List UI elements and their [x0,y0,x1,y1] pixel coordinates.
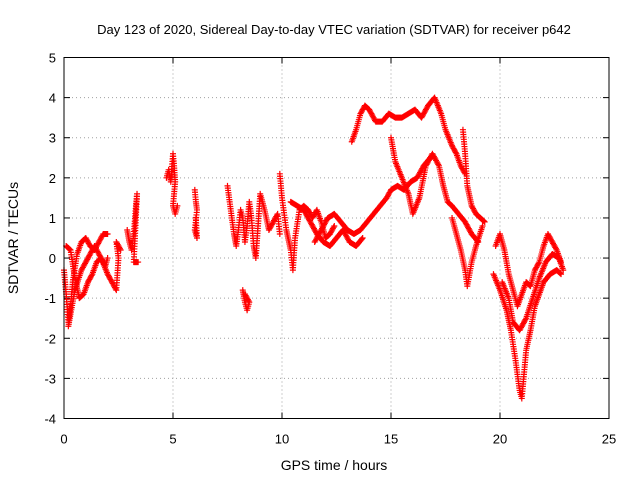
x-tick-label: 0 [60,432,67,447]
data-point [276,230,283,237]
x-tick-label: 20 [493,432,507,447]
x-tick-label: 10 [275,432,289,447]
x-axis-label: GPS time / hours [281,457,388,473]
data-point [481,218,488,225]
y-tick-label: -2 [44,331,56,346]
data-point [358,235,365,242]
series-track-g [224,182,283,262]
data-point [552,245,559,252]
y-tick-label: -1 [44,291,56,306]
x-tick-label: 25 [602,432,616,447]
data-point [481,218,488,225]
y-tick-label: 3 [49,131,56,146]
data-point [104,255,111,262]
data-point [112,285,119,292]
series-track-b [63,243,111,302]
y-tick-label: -3 [44,371,56,386]
series-track-o [459,126,488,225]
data-point [66,246,73,253]
data-points [61,94,567,402]
data-point [526,282,533,289]
x-tick-label: 15 [384,432,398,447]
data-point [330,224,337,231]
series-track-d [124,190,142,266]
data-point [479,222,486,229]
series-track-p [492,230,565,310]
data-point [192,214,199,221]
plot-frame [63,57,610,419]
series-track-m [388,134,482,246]
series-track-r [499,251,567,334]
series-track-e [163,150,181,217]
data-point [558,271,565,278]
series-track-q [490,267,565,402]
data-point [435,161,442,168]
y-tick-label: 4 [49,91,56,106]
y-axis-label: SDTVAR / TECUs [5,182,21,294]
y-tick-label: 2 [49,171,56,186]
data-point [117,247,124,254]
y-tick-label: 5 [49,51,56,66]
series-track-c [65,239,124,330]
series-track-f [191,186,200,241]
x-tick-label: 5 [169,432,176,447]
data-point [535,260,542,267]
data-point [135,259,142,266]
y-tick-label: -4 [44,412,56,427]
data-point [273,212,280,219]
data-point [522,316,529,323]
data-point [359,235,366,241]
series-track-h [239,287,253,314]
data-point [104,230,111,237]
data-point [557,270,564,277]
data-point [88,272,95,279]
data-point [242,292,249,299]
data-point [560,267,567,274]
y-tick-label: 1 [49,211,56,226]
series-track-l [348,94,469,177]
data-point [241,291,248,298]
data-point [331,222,338,229]
data-point [97,253,104,260]
data-point [116,245,123,252]
data-point [174,202,181,209]
data-point [452,149,459,156]
y-tick-label: 0 [49,251,56,266]
chart-title: Day 123 of 2020, Sidereal Day-to-day VTE… [97,22,571,37]
series-track-n [449,214,486,290]
